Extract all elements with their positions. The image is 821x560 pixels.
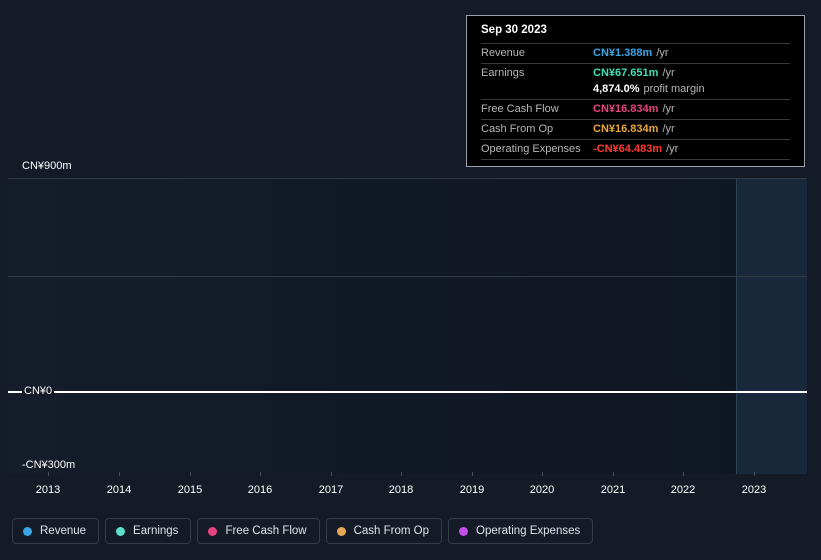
x-axis-label-2021: 2021: [600, 484, 626, 496]
tooltip-row: Free Cash Flow CN¥16.834m/yr: [481, 99, 790, 119]
legend-color-dot-icon: [208, 526, 218, 536]
x-tick: [542, 472, 543, 476]
x-axis-label-2014: 2014: [106, 484, 132, 496]
legend-color-dot-icon: [23, 526, 32, 536]
legend-color-dot-icon: [459, 526, 469, 536]
legend-item-label: Cash From Op: [353, 525, 430, 537]
tooltip-row-value-group: 4,874.0% profit margin: [593, 83, 705, 96]
legend-item-label: Operating Expenses: [476, 525, 581, 537]
legend-item-revenue[interactable]: Revenue: [12, 518, 100, 544]
x-axis-label-2018: 2018: [388, 484, 414, 496]
chart-legend: Revenue Earnings Free Cash Flow Cash From O…: [12, 518, 594, 544]
tooltip-row-value: -CN¥64.483m: [593, 143, 663, 155]
y-axis-label-zero: CN¥0: [22, 385, 55, 397]
chart-plot-area: [8, 178, 807, 476]
tooltip-row-label: Earnings: [481, 67, 525, 79]
legend-item-label: Revenue: [40, 525, 87, 537]
tooltip-row-value: 4,874.0%: [593, 83, 640, 95]
tooltip-footer-rule: [481, 159, 790, 160]
tooltip-row: 4,874.0% profit margin: [481, 83, 790, 99]
tooltip-row-label: Revenue: [481, 47, 526, 59]
legend-item-cash-from-op[interactable]: Cash From Op: [325, 518, 443, 544]
x-tick: [260, 472, 261, 476]
tooltip-row-value-group: CN¥67.651m/yr: [593, 67, 675, 80]
tooltip-row: Earnings CN¥67.651m/yr: [481, 63, 790, 83]
x-tick: [119, 472, 120, 476]
x-tick: [401, 472, 402, 476]
x-axis-label-2019: 2019: [459, 484, 485, 496]
tooltip-row-unit: profit margin: [643, 83, 705, 95]
tooltip-row-label: Cash From Op: [481, 123, 554, 135]
x-axis-label-2015: 2015: [177, 484, 203, 496]
x-tick: [613, 472, 614, 476]
tooltip-date: Sep 30 2023: [481, 24, 547, 36]
x-tick: [683, 472, 684, 476]
tooltip-row-value: CN¥1.388m: [593, 47, 653, 59]
tooltip-row: Operating Expenses -CN¥64.483m/yr: [481, 139, 790, 159]
x-tick: [48, 472, 49, 476]
gridline-450m: [8, 276, 807, 277]
tooltip-row-unit: /yr: [666, 143, 679, 155]
zero-baseline: [8, 391, 807, 393]
x-axis-label-2013: 2013: [35, 484, 61, 496]
tooltip-row-value: CN¥67.651m: [593, 67, 659, 79]
x-tick: [331, 472, 332, 476]
forecast-boundary-line: [736, 178, 737, 474]
x-axis-label-2020: 2020: [529, 484, 555, 496]
tooltip-row-value: CN¥16.834m: [593, 103, 659, 115]
tooltip-row-unit: /yr: [662, 103, 675, 115]
legend-item-label: Earnings: [133, 525, 179, 537]
data-tooltip: Sep 30 2023 Revenue CN¥1.388m/yr Earnings C…: [466, 15, 805, 167]
legend-item-operating-expenses[interactable]: Operating Expenses: [448, 518, 594, 544]
tooltip-row-label: Operating Expenses: [481, 143, 581, 155]
legend-item-earnings[interactable]: Earnings: [105, 518, 192, 544]
forecast-shaded-region: [736, 178, 807, 474]
gridline-900m: [8, 178, 807, 179]
tooltip-row-value-group: CN¥16.834m/yr: [593, 123, 675, 136]
legend-item-label: Free Cash Flow: [225, 525, 307, 537]
x-tick: [472, 472, 473, 476]
legend-item-free-cash-flow[interactable]: Free Cash Flow: [197, 518, 320, 544]
x-tick: [754, 472, 755, 476]
tooltip-row-value-group: CN¥1.388m/yr: [593, 47, 669, 60]
tooltip-row: Revenue CN¥1.388m/yr: [481, 43, 790, 63]
y-axis-label-top: CN¥900m: [22, 160, 72, 172]
x-tick: [190, 472, 191, 476]
x-axis-label-2016: 2016: [247, 484, 273, 496]
tooltip-row-label: Free Cash Flow: [481, 103, 559, 115]
legend-color-dot-icon: [116, 526, 126, 536]
tooltip-row-unit: /yr: [662, 67, 675, 79]
y-axis-label-bottom: -CN¥300m: [22, 459, 76, 471]
legend-color-dot-icon: [336, 526, 346, 536]
tooltip-row-value-group: CN¥16.834m/yr: [593, 103, 675, 116]
tooltip-row: Cash From Op CN¥16.834m/yr: [481, 119, 790, 139]
x-axis-label-2023: 2023: [741, 484, 767, 496]
tooltip-rows: Revenue CN¥1.388m/yr Earnings CN¥67.651m/yr…: [481, 43, 790, 159]
x-axis-label-2022: 2022: [670, 484, 696, 496]
tooltip-row-value-group: -CN¥64.483m/yr: [593, 143, 678, 156]
tooltip-row-unit: /yr: [656, 47, 669, 59]
tooltip-row-value: CN¥16.834m: [593, 123, 659, 135]
chart-background: [8, 178, 807, 474]
tooltip-row-unit: /yr: [662, 123, 675, 135]
x-axis-label-2017: 2017: [318, 484, 344, 496]
